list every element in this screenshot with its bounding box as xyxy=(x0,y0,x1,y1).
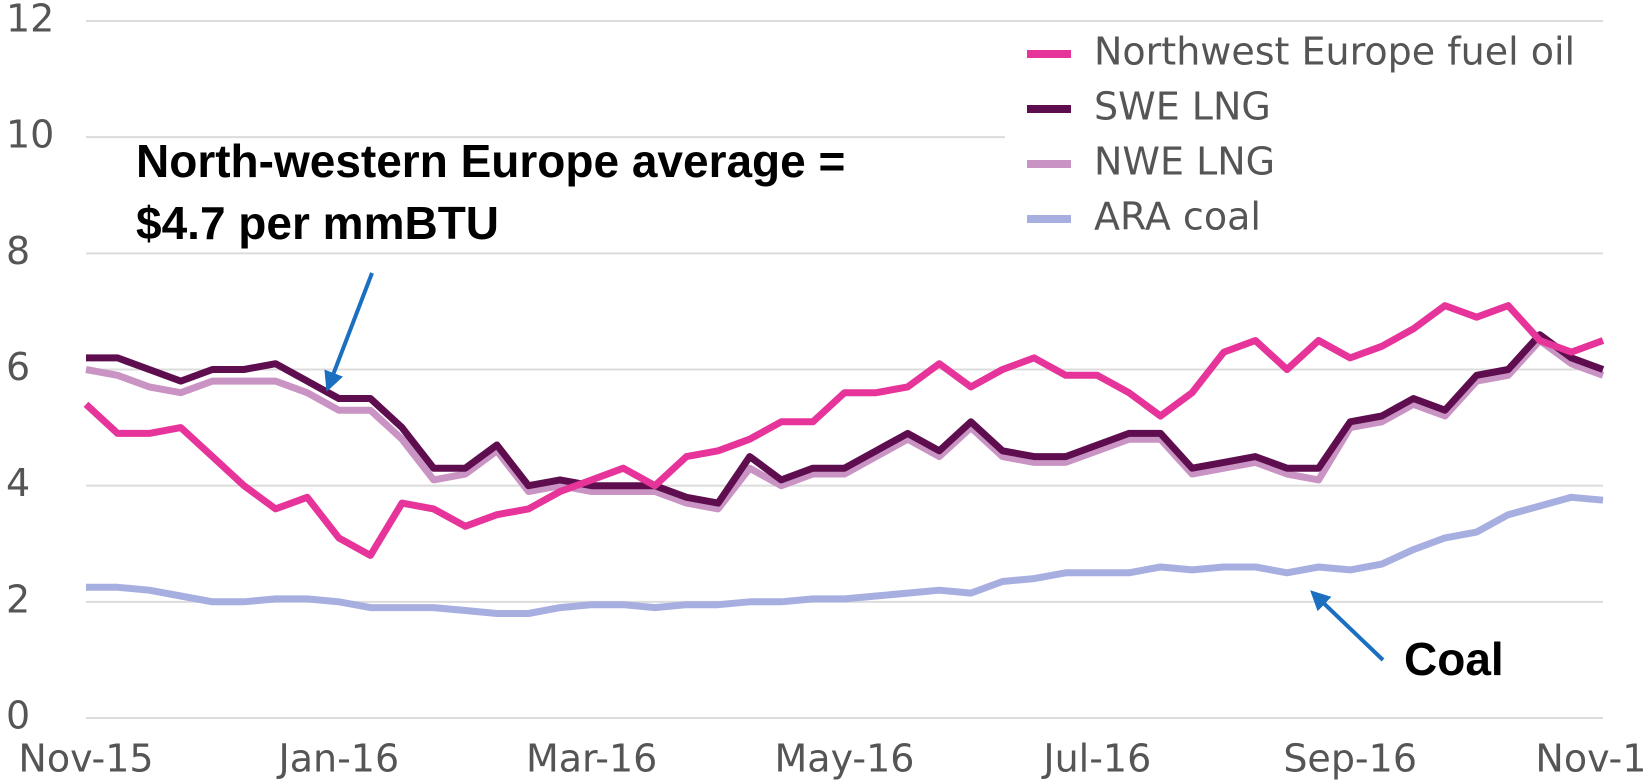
y-tick-label: 0 xyxy=(6,694,30,738)
x-tick-label: Jan-16 xyxy=(277,737,400,781)
arrow xyxy=(1310,590,1385,662)
plot xyxy=(83,302,1605,617)
legend-label: Northwest Europe fuel oil xyxy=(1094,30,1575,74)
series-line xyxy=(85,337,1605,513)
x-tick-label: May-16 xyxy=(775,737,915,781)
x-tick-label: Jul-16 xyxy=(1041,737,1151,781)
x-tick-label: Mar-16 xyxy=(526,737,657,781)
x-tick-label: Nov-16 xyxy=(1535,737,1643,781)
x-tick-label: Sep-16 xyxy=(1283,737,1417,781)
y-tick-label: 10 xyxy=(6,113,54,157)
arrow xyxy=(324,272,374,392)
grid: 0 2 4 6 8 10 12 Nov-15 Jan-16 Mar-16 May-16 Jul-16 S… xyxy=(6,0,1643,781)
y-tick-label: 4 xyxy=(6,461,30,505)
y-tick-label: 2 xyxy=(6,577,30,621)
series-line xyxy=(86,493,1604,617)
legend: Northwest Europe fuel oil SWE LNG NWE LNG A… xyxy=(1027,30,1575,239)
x-tick-label: Nov-15 xyxy=(18,737,153,781)
series-line xyxy=(86,331,1605,507)
annotation: Coal xyxy=(1404,633,1504,685)
annotation: $4.7 per mmBTU xyxy=(136,197,499,249)
y-tick-label: 12 xyxy=(6,0,54,41)
annotation: North-western Europe average = xyxy=(136,135,845,187)
legend-label: ARA coal xyxy=(1094,195,1261,239)
y-tick-label: 8 xyxy=(6,229,30,273)
series-line xyxy=(83,302,1605,559)
y-tick-label: 6 xyxy=(6,345,30,389)
legend-label: NWE LNG xyxy=(1094,140,1275,184)
legend-box xyxy=(1005,24,1635,246)
legend-label: SWE LNG xyxy=(1094,85,1271,129)
